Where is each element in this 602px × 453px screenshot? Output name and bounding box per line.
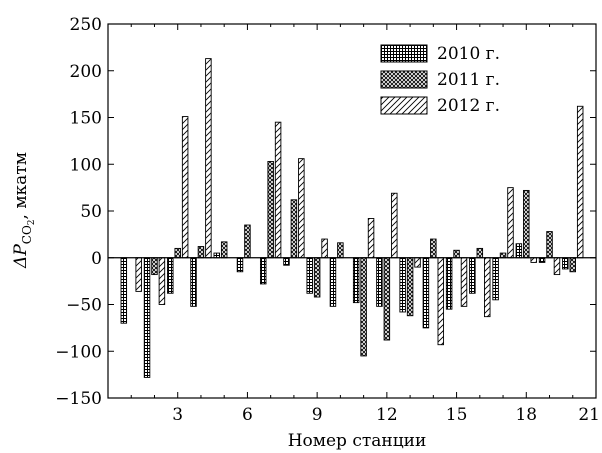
legend-label-2: 2011 г. bbox=[437, 70, 500, 90]
axes-group bbox=[107, 23, 597, 399]
y-axis-label-suffix: , мкатм bbox=[11, 152, 31, 219]
bar-station-3-series-1 bbox=[167, 257, 174, 294]
y-axis-label: ΔPCO2, мкатм bbox=[11, 152, 37, 269]
bar-station-7-series-2 bbox=[267, 160, 274, 259]
bar-station-10-series-2 bbox=[337, 242, 344, 259]
x-tick-label: 6 bbox=[242, 405, 253, 425]
legend: 2010 г. 2011 г. 2012 г. bbox=[380, 44, 500, 116]
bar-station-6-series-1 bbox=[236, 257, 244, 273]
bar-station-17-series-1 bbox=[492, 257, 499, 301]
bar-station-5-series-2 bbox=[220, 241, 228, 259]
bar-station-1-series-1 bbox=[120, 257, 128, 324]
bars-group bbox=[120, 58, 584, 378]
tick-labels-group: −150 −100 −50 0 50 100 150 200 250 3 6 9 12 15 18 21 bbox=[55, 15, 600, 425]
plot-frame bbox=[107, 23, 597, 399]
bar-station-20-series-3 bbox=[576, 105, 584, 259]
bar-station-8-series-2 bbox=[290, 199, 298, 259]
bar-station-1-series-3 bbox=[135, 257, 142, 292]
bar-station-8-series-3 bbox=[298, 158, 305, 259]
bar-station-10-series-1 bbox=[329, 257, 337, 307]
y-tick-label: 200 bbox=[70, 62, 102, 82]
y-tick-label: −50 bbox=[66, 296, 102, 316]
bar-station-14-series-3 bbox=[437, 257, 445, 346]
x-tick-label: 3 bbox=[172, 405, 183, 425]
x-axis-label: Номер станции bbox=[288, 431, 427, 451]
y-tick-label: 150 bbox=[70, 109, 102, 129]
bar-station-9-series-3 bbox=[321, 238, 328, 259]
x-tick-label: 9 bbox=[312, 405, 323, 425]
y-tick-label: 250 bbox=[70, 15, 102, 35]
bar-station-12-series-3 bbox=[391, 192, 398, 259]
legend-swatch-3 bbox=[380, 96, 428, 115]
y-axis-label-prefix: ΔP bbox=[11, 244, 31, 269]
bar-station-17-series-2 bbox=[499, 252, 507, 259]
y-tick-label: 100 bbox=[70, 155, 102, 175]
bar-station-9-series-2 bbox=[313, 257, 321, 298]
bar-station-19-series-3 bbox=[553, 257, 561, 276]
bar-station-3-series-2 bbox=[174, 247, 181, 259]
y-axis-label-subscript: CO bbox=[20, 225, 34, 244]
bar-station-4-series-1 bbox=[190, 257, 197, 307]
y-tick-label: −100 bbox=[55, 342, 102, 362]
bar-station-17-series-3 bbox=[507, 187, 514, 259]
bar-station-4-series-3 bbox=[205, 58, 212, 259]
legend-swatch-1 bbox=[380, 44, 428, 63]
y-tick-label: −150 bbox=[55, 389, 102, 409]
bar-station-7-series-3 bbox=[274, 121, 282, 259]
bar-station-11-series-1 bbox=[352, 257, 360, 304]
bar-station-2-series-1 bbox=[143, 257, 151, 378]
bar-station-18-series-3 bbox=[530, 257, 537, 263]
bar-station-19-series-1 bbox=[538, 257, 546, 263]
bar-station-16-series-3 bbox=[484, 257, 491, 318]
bar-station-5-series-1 bbox=[213, 252, 221, 259]
bar-station-13-series-2 bbox=[406, 257, 414, 317]
bar-station-15-series-3 bbox=[460, 257, 468, 307]
bar-station-16-series-1 bbox=[469, 257, 476, 294]
bar-station-3-series-3 bbox=[181, 116, 189, 259]
x-tick-label: 15 bbox=[446, 405, 468, 425]
bar-station-15-series-1 bbox=[445, 257, 453, 310]
x-tick-label: 21 bbox=[578, 405, 600, 425]
x-tick-label: 18 bbox=[515, 405, 537, 425]
legend-label-1: 2010 г. bbox=[437, 44, 500, 64]
bar-station-19-series-2 bbox=[546, 231, 553, 259]
bar-station-14-series-2 bbox=[430, 238, 437, 259]
bar-station-12-series-1 bbox=[376, 257, 383, 307]
y-tick-label: 0 bbox=[91, 249, 102, 269]
legend-label-3: 2012 г. bbox=[437, 96, 500, 116]
bar-station-2-series-3 bbox=[158, 257, 166, 305]
bar-station-11-series-2 bbox=[360, 257, 367, 357]
bar-station-4-series-2 bbox=[197, 246, 205, 259]
bar-station-11-series-3 bbox=[367, 218, 375, 259]
bar-station-18-series-2 bbox=[523, 189, 530, 259]
y-axis-label-subscript2: 2 bbox=[27, 219, 37, 225]
y-tick-label: 50 bbox=[80, 202, 102, 222]
bar-station-9-series-1 bbox=[306, 257, 313, 294]
bar-station-15-series-2 bbox=[453, 249, 460, 259]
bar-station-13-series-1 bbox=[399, 257, 406, 313]
bar-station-8-series-1 bbox=[283, 257, 290, 266]
bar-station-18-series-1 bbox=[515, 243, 523, 259]
bar-station-20-series-2 bbox=[569, 257, 576, 273]
bar-station-13-series-3 bbox=[414, 257, 421, 268]
bar-station-7-series-1 bbox=[259, 257, 267, 285]
bar-station-2-series-2 bbox=[151, 257, 158, 276]
x-tick-label: 12 bbox=[376, 405, 398, 425]
bar-station-12-series-2 bbox=[383, 257, 391, 341]
legend-swatch-2 bbox=[380, 70, 428, 89]
bar-station-6-series-2 bbox=[244, 224, 251, 259]
bar-station-20-series-1 bbox=[562, 257, 569, 270]
bar-station-14-series-1 bbox=[422, 257, 430, 329]
bar-station-16-series-2 bbox=[476, 247, 484, 259]
